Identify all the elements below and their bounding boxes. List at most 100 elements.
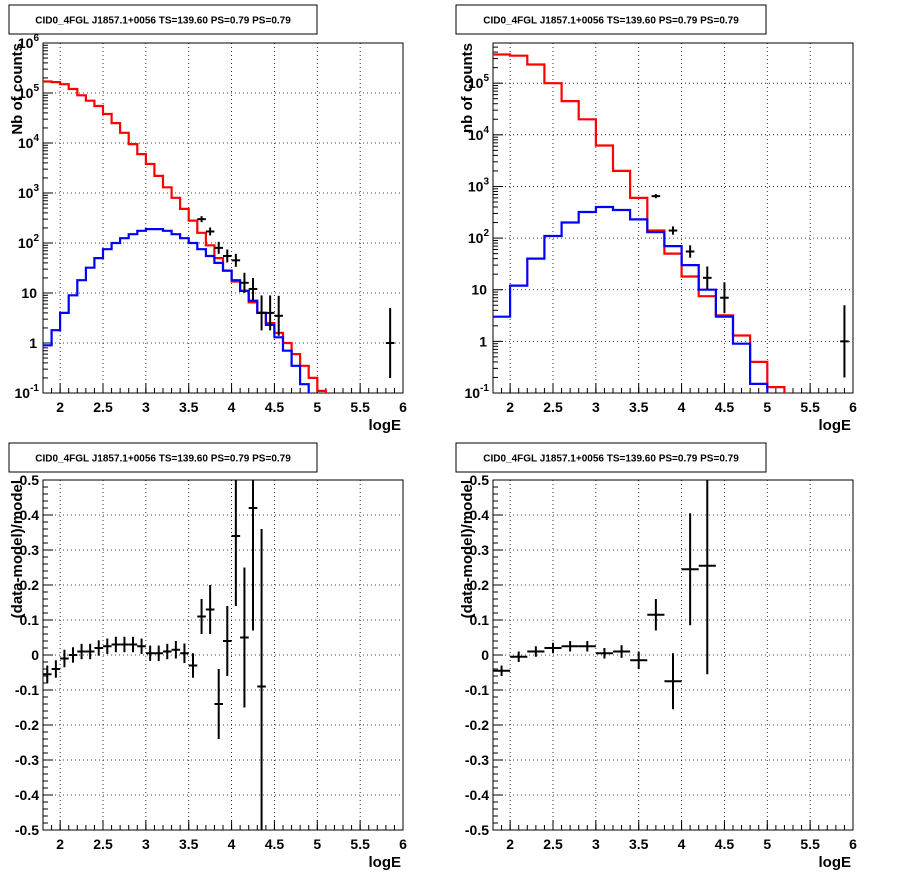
- data-point: [205, 227, 215, 236]
- data-point: [248, 480, 258, 631]
- data-point: [595, 648, 613, 659]
- data-point: [223, 606, 232, 676]
- data-point: [145, 645, 155, 661]
- y-tick-label: -0.2: [15, 717, 39, 733]
- y-tick-label: 1: [29, 335, 37, 351]
- y-tick-label: 102: [18, 233, 40, 251]
- x-tick-label: 5: [763, 836, 771, 852]
- x-tick-label: 3.5: [629, 399, 649, 415]
- x-tick-label: 2: [506, 399, 514, 415]
- data-point: [578, 641, 596, 652]
- x-tick-label: 6: [849, 836, 857, 852]
- x-tick-label: 4: [678, 836, 686, 852]
- data-point: [205, 585, 215, 634]
- y-tick-label: -0.2: [465, 717, 489, 733]
- y-tick-label: 0.1: [20, 612, 40, 628]
- data-point: [103, 638, 112, 654]
- data-point: [223, 249, 232, 263]
- data-point: [137, 638, 146, 654]
- data-point: [647, 599, 665, 631]
- y-tick-label: 0.5: [20, 472, 40, 488]
- data-point: [248, 278, 258, 301]
- data-point: [385, 308, 395, 378]
- plot-panel-4: 2 2.5 3 3.5 4 4.5 5 5.5 6 -0.5 -0.4 -0.3 -0.2 -0.1 0 0.…: [455, 442, 857, 871]
- plot-panel-2: 2 2.5 3 3.5 4 4.5 5 5.5 6 10-1 1 10 102 103 104 105 logE…: [455, 4, 857, 434]
- x-axis-title: logE: [819, 854, 852, 871]
- y-tick-label: 0.3: [470, 542, 490, 558]
- data-point: [265, 295, 275, 331]
- data-point: [85, 643, 95, 660]
- x-tick-label: 2: [506, 836, 514, 852]
- title-box: [8, 4, 318, 35]
- x-tick-label: 5.5: [800, 399, 820, 415]
- data-point: [171, 641, 181, 659]
- data-point: [840, 305, 849, 378]
- x-axis-title: logE: [819, 417, 852, 434]
- x-tick-label: 6: [399, 836, 407, 852]
- x-axis-title: logE: [369, 854, 402, 871]
- plot-title: CID0_4FGL J1857.1+0056 TS=139.60 PS=0.79…: [483, 454, 739, 465]
- y-tick-label: -0.1: [465, 682, 489, 698]
- x-tick-label: 5: [313, 399, 321, 415]
- data-point: [214, 669, 223, 739]
- y-tick-label: 104: [18, 133, 40, 151]
- data-point: [51, 660, 61, 678]
- y-tick-label: 10-1: [15, 383, 40, 401]
- y-tick-label: 0: [481, 647, 489, 663]
- x-tick-label: 3.5: [179, 836, 199, 852]
- x-axis-title: logE: [369, 417, 402, 434]
- data-point: [197, 216, 206, 223]
- x-tick-label: 6: [849, 399, 857, 415]
- y-tick-label: -0.1: [15, 682, 39, 698]
- x-tick-label: 2: [56, 399, 64, 415]
- data-point: [214, 241, 223, 254]
- x-tick-label: 4.5: [715, 399, 735, 415]
- y-tick-label: 102: [468, 228, 490, 246]
- data-point: [720, 282, 729, 314]
- y-tick-label: 106: [18, 33, 40, 51]
- x-tick-label: 5: [763, 399, 771, 415]
- plot-title: CID0_4FGL J1857.1+0056 TS=139.60 PS=0.79…: [35, 454, 291, 465]
- y-tick-label: 10: [471, 282, 487, 298]
- source-model-histogram: [493, 205, 769, 393]
- title-box: [455, 4, 767, 35]
- y-axis-title: nb of counts: [459, 43, 476, 133]
- data-point: [274, 295, 283, 336]
- title-box: [455, 442, 767, 473]
- y-tick-label: -0.5: [15, 822, 39, 838]
- x-tick-label: 3.5: [179, 399, 199, 415]
- data-point: [668, 226, 678, 235]
- y-axis-title: (data-model)/model: [459, 480, 476, 618]
- y-tick-label: 0.4: [470, 507, 490, 523]
- plot-area: [43, 80, 395, 393]
- x-tick-label: 2.5: [543, 836, 563, 852]
- x-tick-label: 3: [592, 399, 600, 415]
- y-tick-label: -0.3: [15, 752, 39, 768]
- y-axis-title: (data-model)/model: [9, 480, 26, 618]
- y-tick-label: 0.4: [20, 507, 40, 523]
- data-point: [231, 253, 241, 267]
- data-point: [651, 194, 661, 199]
- data-point: [613, 645, 631, 658]
- plot-area: [493, 53, 849, 393]
- data-point: [43, 665, 52, 683]
- data-point: [685, 245, 695, 258]
- y-tick-label: 10: [21, 285, 37, 301]
- data-point: [120, 636, 129, 653]
- y-axis-title: Nb of counts: [9, 43, 26, 135]
- y-tick-label: 0.3: [20, 542, 40, 558]
- y-tick-label: -0.4: [15, 787, 39, 803]
- x-tick-label: 5: [313, 836, 321, 852]
- y-tick-label: -0.3: [465, 752, 489, 768]
- data-point: [197, 599, 206, 634]
- data-point: [527, 646, 545, 657]
- y-tick-label: 103: [18, 183, 40, 201]
- x-tick-label: 3.5: [629, 836, 649, 852]
- y-tick-label: 104: [468, 125, 490, 143]
- data-point: [493, 665, 511, 676]
- x-tick-label: 4.5: [265, 836, 285, 852]
- data-point: [703, 266, 712, 290]
- x-tick-label: 2.5: [93, 399, 113, 415]
- data-point: [561, 641, 579, 652]
- data-point: [630, 651, 648, 669]
